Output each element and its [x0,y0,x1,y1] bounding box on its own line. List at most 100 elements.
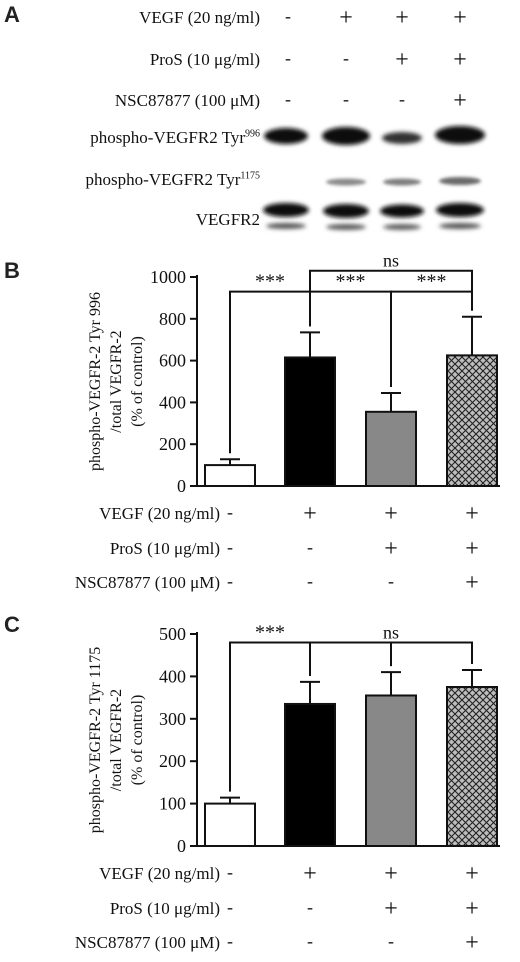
western-blot-image [263,126,485,230]
sign: + [465,930,479,956]
y-tick-label: 200 [159,751,186,771]
significance-label: *** [255,271,285,293]
blot-band [383,224,421,230]
condition-label-vegf: VEGF (20 ng/ml) [99,504,220,523]
panel-a-letter: A [4,2,20,27]
blot-band [436,203,484,217]
bar [284,356,336,487]
y-tick-label: 500 [159,624,186,644]
y-axis-label: /total VEGFR-2 [108,689,125,791]
sign: + [465,501,479,527]
panel-c-letter: C [4,612,20,637]
blot-label-tyr996: phospho-VEGFR2 Tyr996 [90,128,260,148]
condition-label-pros: ProS (10 μg/ml) [109,539,220,558]
sign: + [339,5,353,31]
bar [365,410,417,487]
sign: + [384,536,398,562]
sign: + [465,896,479,922]
blot-label-tyr1175: phospho-VEGFR2 Tyr1175 [86,170,260,190]
y-tick-label: 100 [159,794,186,814]
blot-label-main: phospho-VEGFR2 Tyr [90,128,245,147]
y-tick-label: 300 [159,709,186,729]
significance-label: *** [336,271,366,293]
blot-label-sup: 1175 [240,170,260,182]
bar [204,464,256,488]
y-tick-label: 400 [159,666,186,686]
blot-label-main: phospho-VEGFR2 Tyr [85,170,241,189]
condition-label-nsc: NSC87877 (100 μM) [114,91,260,110]
sign: + [303,501,317,527]
blot-band [382,132,422,144]
y-tick-label: 200 [159,434,186,454]
bar [365,694,417,847]
blot-band [323,204,369,218]
y-axis-label: phospho-VEGFR-2 Tyr 1175 [87,647,104,833]
y-tick-label: 1000 [150,267,186,287]
sign: - [388,931,394,951]
blot-band [380,204,424,218]
significance-annotations: *** *** *** ns [229,251,473,454]
y-axis-label: (% of control) [129,336,146,427]
y-axis-label: /total VEGFR-2 [108,330,125,432]
sign: + [465,570,479,596]
y-tick-label: 0 [177,476,186,496]
sign: - [388,571,394,591]
sign: + [395,5,409,31]
bar [204,802,256,847]
sign: + [465,861,479,887]
bar [446,686,498,847]
blot-band [263,203,309,217]
blot-band [439,223,481,229]
blot-band [326,178,366,186]
y-axis-label: phospho-VEGFR-2 Tyr 996 [87,292,104,471]
sign: + [384,501,398,527]
condition-label-pros: ProS (10 μg/ml) [149,50,260,69]
sign: - [307,537,313,557]
significance-label: *** [417,271,447,293]
condition-label-vegf: VEGF (20 ng/ml) [139,8,260,27]
significance-label: ns [383,251,399,271]
sign: - [307,571,313,591]
blot-band [383,178,421,186]
significance-annotations: *** ns [229,621,473,792]
blot-label-vegfr2: VEGFR2 [195,210,260,229]
sign: + [395,47,409,73]
sign: - [343,89,349,109]
sign: + [384,896,398,922]
sign: - [227,537,233,557]
sign: - [285,48,291,68]
sign: - [399,89,405,109]
blot-band [322,127,370,145]
sign: + [453,5,467,31]
blot-band-row-vegfr2 [263,203,484,230]
condition-label-nsc: NSC87877 (100 μM) [74,933,220,952]
sign: + [303,861,317,887]
significance-bracket [309,269,473,292]
blot-band [326,224,366,230]
bar [284,702,336,848]
y-axis-label: (% of control) [129,695,146,786]
blot-band-row-tyr996 [264,126,485,145]
condition-label-vegf: VEGF (20 ng/ml) [99,864,220,883]
condition-label-pros: ProS (10 μg/ml) [109,899,220,918]
blot-band-row-tyr1175 [326,177,481,186]
y-tick-label: 400 [159,392,186,412]
sign: + [453,47,467,73]
blot-band [266,223,306,229]
significance-label: *** [255,621,285,643]
sign: - [285,89,291,109]
bar [446,354,498,487]
y-tick-label: 600 [159,351,186,371]
blot-band [439,177,481,185]
condition-label-nsc: NSC87877 (100 μM) [74,573,220,592]
blot-label-sup: 996 [245,128,260,140]
sign: - [307,897,313,917]
significance-bracket [390,290,473,387]
sign: - [227,862,233,882]
sign: + [384,861,398,887]
blot-band [435,126,485,144]
sign: - [227,931,233,951]
sign: - [307,931,313,951]
sign: - [227,897,233,917]
